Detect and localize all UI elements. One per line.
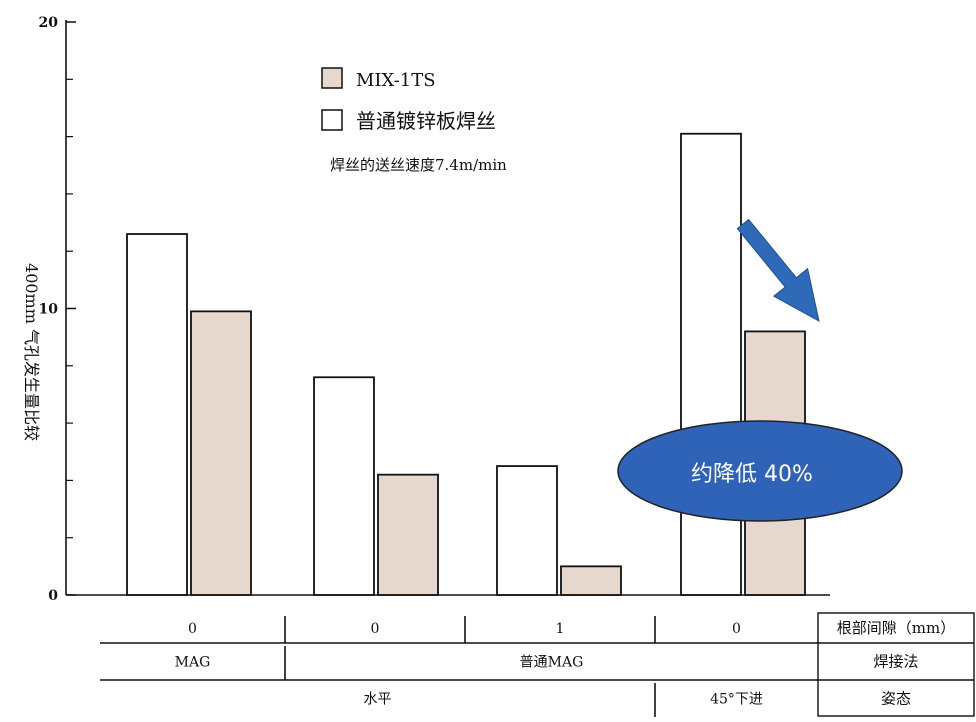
table-cell: 1 bbox=[556, 621, 565, 637]
table-cell: 水平 bbox=[364, 692, 392, 708]
bar-standard-wire bbox=[126, 233, 188, 596]
arrow-down-right-icon bbox=[736, 218, 820, 322]
bar-standard-wire bbox=[313, 376, 375, 596]
arrow-shape bbox=[736, 218, 820, 322]
table-cell: 45°下进 bbox=[710, 692, 763, 708]
bar-mix1ts bbox=[190, 310, 252, 596]
bar-mix1ts bbox=[377, 473, 439, 596]
table-cell: MAG bbox=[175, 655, 211, 671]
legend-swatch-mix1ts bbox=[321, 67, 343, 89]
y-tick-label: 20 bbox=[39, 15, 59, 31]
bar-standard-wire bbox=[496, 465, 558, 596]
callout-ellipse bbox=[617, 420, 903, 522]
legend-label-mix1ts: MIX-1TS bbox=[356, 70, 436, 91]
y-tick-label: 10 bbox=[39, 302, 59, 318]
condition-table: 根部间隙（mm） 0 0 1 0 焊接法 MAG 普通MAG 姿态 水平 45°下进 bbox=[100, 612, 975, 717]
callout-text: 约降低 40% bbox=[691, 462, 813, 487]
feed-speed-annotation: 焊丝的送丝速度7.4m/min bbox=[330, 156, 507, 174]
table-cell: 0 bbox=[732, 621, 741, 637]
table-row-label: 焊接法 bbox=[873, 653, 918, 671]
table-label-box bbox=[817, 612, 975, 717]
table-cell: 普通MAG bbox=[520, 655, 584, 671]
legend-swatch-standard-wire bbox=[321, 109, 343, 131]
table-cell: 0 bbox=[188, 621, 197, 637]
bars bbox=[126, 132, 806, 596]
legend: MIX-1TS 普通镀锌板焊丝 bbox=[321, 67, 496, 133]
bar-mix1ts bbox=[560, 565, 622, 596]
bar-standard-wire bbox=[680, 132, 742, 596]
table-cell: 0 bbox=[371, 621, 380, 637]
y-tick-label: 0 bbox=[48, 588, 58, 604]
y-axis-label: 400mm 气孔发生量比较 bbox=[22, 263, 41, 441]
table-row-label: 根部间隙（mm） bbox=[837, 619, 955, 637]
reduction-callout: 约降低 40% bbox=[617, 420, 903, 522]
legend-label-standard-wire: 普通镀锌板焊丝 bbox=[356, 109, 496, 133]
table-row-label: 姿态 bbox=[881, 690, 911, 708]
